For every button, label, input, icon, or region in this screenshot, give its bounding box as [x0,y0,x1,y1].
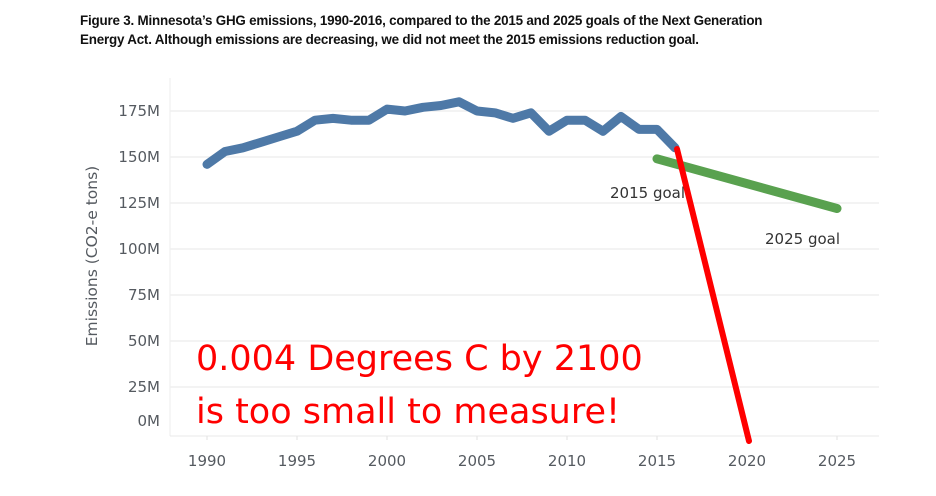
y-tick-label: 125M [118,194,160,212]
y-tick-label: 100M [118,240,160,258]
x-axis-ticks: 1990 1995 2000 2005 2010 2015 2020 2025 [188,436,856,470]
x-tick-label: 2015 [638,452,676,470]
y-tick-label: 50M [128,332,160,350]
overlay-red-line [674,146,752,444]
series-group [202,97,842,214]
y-tick-label: 150M [118,148,160,166]
y-tick-label: 0M [138,412,161,430]
caption-line-1: Figure 3. Minnesota’s GHG emissions, 199… [80,13,763,28]
y-tick-label: 75M [128,286,160,304]
x-tick-label: 1990 [188,452,226,470]
series-line-goal [652,154,842,214]
x-tick-label: 2010 [548,452,586,470]
figure-caption: Figure 3. Minnesota’s GHG emissions, 199… [80,11,920,49]
caption-line-2: Energy Act. Although emissions are decre… [80,32,699,47]
goal-label-2025: 2025 goal [765,230,840,248]
overlay-text-line-2: is too small to measure! [196,392,620,432]
x-tick-label: 1995 [278,452,316,470]
goal-label-2015: 2015 goal [610,184,685,202]
y-axis-ticks: 0M 25M 50M 75M 100M 125M 150M 175M [118,102,160,430]
x-tick-label: 2005 [458,452,496,470]
x-tick-label: 2000 [368,452,406,470]
x-tick-label: 2025 [818,452,856,470]
gridlines [169,78,879,437]
overlay-text-line-1: 0.004 Degrees C by 2100 [196,339,643,379]
y-tick-label: 175M [118,102,160,120]
x-tick-label: 2020 [728,452,766,470]
y-axis-label: Emissions (CO2-e tons) [83,166,101,346]
y-tick-label: 25M [128,378,160,396]
